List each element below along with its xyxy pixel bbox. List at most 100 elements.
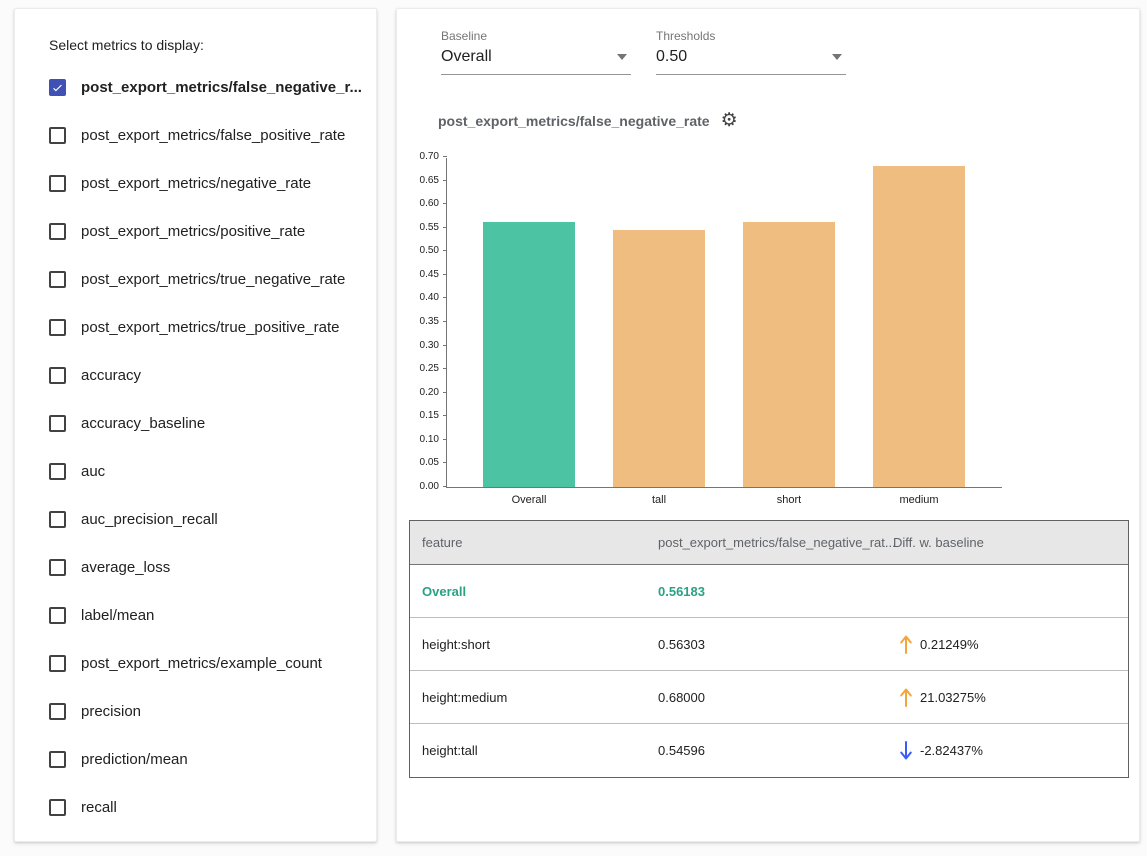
checkbox-unchecked-icon[interactable] — [49, 367, 66, 384]
checkbox-unchecked-icon[interactable] — [49, 607, 66, 624]
table-cell-feature: height:short — [422, 637, 658, 652]
metric-label: post_export_metrics/example_count — [81, 655, 322, 672]
table-header-feature: feature — [422, 535, 658, 550]
metric-label: label/mean — [81, 607, 154, 624]
y-tick-label: 0.00 — [401, 481, 439, 492]
metrics-list: post_export_metrics/false_negative_r...p… — [49, 63, 362, 831]
metric-label: prediction/mean — [81, 751, 188, 768]
metric-label: precision — [81, 703, 141, 720]
checkbox-unchecked-icon[interactable] — [49, 175, 66, 192]
x-tick-label: short — [729, 494, 849, 506]
y-tick-label: 0.15 — [401, 410, 439, 421]
checkbox-unchecked-icon[interactable] — [49, 127, 66, 144]
diff-percentage: 0.21249% — [920, 637, 979, 652]
checkbox-unchecked-icon[interactable] — [49, 319, 66, 336]
table-cell-feature: height:medium — [422, 690, 658, 705]
diff-percentage: 21.03275% — [920, 690, 986, 705]
chevron-down-icon[interactable] — [832, 54, 842, 60]
checkbox-unchecked-icon[interactable] — [49, 799, 66, 816]
metric-checkbox-item[interactable]: recall — [49, 783, 362, 831]
metric-checkbox-item[interactable]: label/mean — [49, 591, 362, 639]
checkbox-unchecked-icon[interactable] — [49, 463, 66, 480]
y-tick-mark — [443, 203, 447, 204]
metric-label: accuracy — [81, 367, 141, 384]
metric-checkbox-item[interactable]: prediction/mean — [49, 735, 362, 783]
y-tick-label: 0.30 — [401, 340, 439, 351]
metric-checkbox-item[interactable]: accuracy_baseline — [49, 399, 362, 447]
metric-label: accuracy_baseline — [81, 415, 205, 432]
bar-tall[interactable] — [613, 230, 705, 487]
table-row[interactable]: height:tall0.54596-2.82437% — [410, 724, 1128, 777]
metric-checkbox-item[interactable]: post_export_metrics/false_negative_r... — [49, 63, 362, 111]
thresholds-select[interactable]: Thresholds 0.50 — [656, 29, 846, 75]
bar-overall[interactable] — [483, 222, 575, 487]
gear-icon[interactable]: ⚙ — [721, 111, 738, 130]
metrics-table: feature post_export_metrics/false_negati… — [409, 520, 1129, 778]
metric-checkbox-item[interactable]: post_export_metrics/false_positive_rate — [49, 111, 362, 159]
metric-checkbox-item[interactable]: post_export_metrics/positive_rate — [49, 207, 362, 255]
bar-medium[interactable] — [873, 166, 965, 487]
table-row[interactable]: height:short0.563030.21249% — [410, 618, 1128, 671]
table-cell-value: 0.54596 — [658, 743, 893, 758]
metric-label: post_export_metrics/negative_rate — [81, 175, 311, 192]
checkbox-unchecked-icon[interactable] — [49, 703, 66, 720]
thresholds-label: Thresholds — [656, 29, 846, 43]
table-header-diff: Diff. w. baseline — [893, 535, 1128, 550]
metric-checkbox-item[interactable]: post_export_metrics/true_negative_rate — [49, 255, 362, 303]
metric-checkbox-item[interactable]: average_loss — [49, 543, 362, 591]
y-tick-mark — [443, 486, 447, 487]
metric-checkbox-item[interactable]: auc_precision_recall — [49, 495, 362, 543]
checkbox-unchecked-icon[interactable] — [49, 271, 66, 288]
metric-label: auc_precision_recall — [81, 511, 218, 528]
table-cell-value: 0.68000 — [658, 690, 893, 705]
y-tick-mark — [443, 227, 447, 228]
metrics-panel: Select metrics to display: post_export_m… — [14, 8, 377, 842]
y-tick-label: 0.05 — [401, 457, 439, 468]
y-tick-mark — [443, 297, 447, 298]
bar-short[interactable] — [743, 222, 835, 487]
table-row[interactable]: height:medium0.68000 21.03275% — [410, 671, 1128, 724]
diff-percentage: -2.82437% — [920, 743, 983, 758]
thresholds-value: 0.50 — [656, 48, 687, 66]
chevron-down-icon[interactable] — [617, 54, 627, 60]
metric-checkbox-item[interactable]: post_export_metrics/negative_rate — [49, 159, 362, 207]
y-tick-mark — [443, 180, 447, 181]
y-tick-label: 0.25 — [401, 363, 439, 374]
metric-label: post_export_metrics/positive_rate — [81, 223, 305, 240]
metric-checkbox-item[interactable]: post_export_metrics/true_positive_rate — [49, 303, 362, 351]
baseline-select[interactable]: Baseline Overall — [441, 29, 631, 75]
chart-title: post_export_metrics/false_negative_rate — [438, 113, 710, 129]
table-row[interactable]: Overall0.56183 — [410, 565, 1128, 618]
table-cell-diff: 0.21249% — [893, 634, 1128, 655]
checkbox-checked-icon[interactable] — [49, 79, 66, 96]
up-arrow-icon — [899, 687, 913, 708]
y-tick-label: 0.35 — [401, 316, 439, 327]
metric-checkbox-item[interactable]: post_export_metrics/example_count — [49, 639, 362, 687]
y-tick-mark — [443, 415, 447, 416]
metric-checkbox-item[interactable]: precision — [49, 687, 362, 735]
y-tick-mark — [443, 250, 447, 251]
metric-label: auc — [81, 463, 105, 480]
y-tick-label: 0.55 — [401, 222, 439, 233]
metric-checkbox-item[interactable]: accuracy — [49, 351, 362, 399]
checkbox-unchecked-icon[interactable] — [49, 751, 66, 768]
metric-label: post_export_metrics/true_negative_rate — [81, 271, 345, 288]
metric-label: post_export_metrics/true_positive_rate — [81, 319, 339, 336]
y-tick-mark — [443, 156, 447, 157]
checkbox-unchecked-icon[interactable] — [49, 559, 66, 576]
x-tick-label: medium — [859, 494, 979, 506]
y-tick-label: 0.50 — [401, 245, 439, 256]
checkbox-unchecked-icon[interactable] — [49, 655, 66, 672]
table-header-metric: post_export_metrics/false_negative_rat..… — [658, 535, 893, 550]
metric-checkbox-item[interactable]: auc — [49, 447, 362, 495]
checkbox-unchecked-icon[interactable] — [49, 223, 66, 240]
metric-label: average_loss — [81, 559, 170, 576]
up-arrow-icon — [899, 634, 913, 655]
checkbox-unchecked-icon[interactable] — [49, 511, 66, 528]
y-tick-label: 0.10 — [401, 434, 439, 445]
controls-row: Baseline Overall Thresholds 0.50 — [441, 29, 846, 75]
y-tick-label: 0.70 — [401, 151, 439, 162]
checkbox-unchecked-icon[interactable] — [49, 415, 66, 432]
table-cell-feature: Overall — [422, 584, 658, 599]
y-tick-mark — [443, 392, 447, 393]
